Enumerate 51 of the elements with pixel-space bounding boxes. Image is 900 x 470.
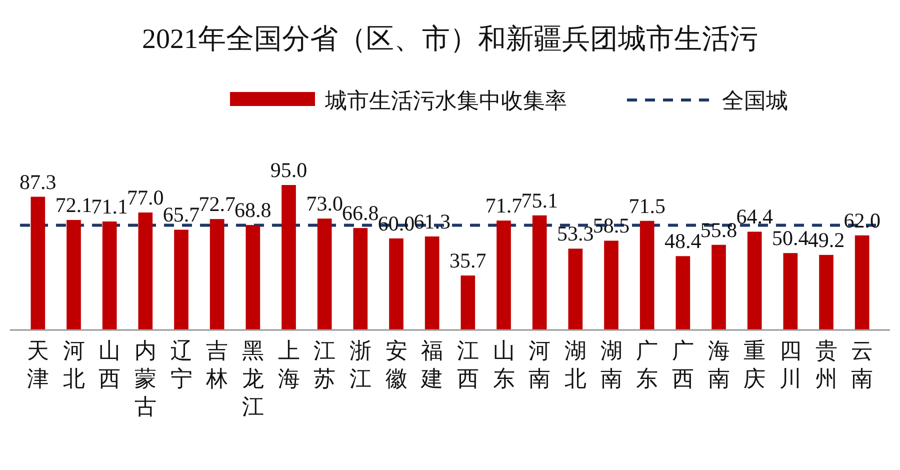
x-tick-label: 山东: [492, 338, 515, 391]
data-label: 95.0: [270, 158, 308, 182]
data-label: 71.1: [91, 194, 128, 218]
data-label: 49.2: [808, 228, 845, 252]
data-label: 75.1: [521, 188, 558, 212]
x-tick-label: 贵州: [815, 338, 838, 391]
data-label: 65.7: [162, 202, 200, 227]
data-label: 71.5: [628, 194, 666, 218]
chart-title: 2021年全国分省（区、市）和新疆兵团城市生活污: [142, 24, 758, 55]
x-tick-label: 云南: [851, 338, 874, 391]
data-label: 64.4: [736, 204, 774, 229]
data-label: 53.3: [557, 222, 594, 246]
data-label: 87.3: [20, 170, 56, 194]
data-label: 72.7: [198, 192, 236, 216]
legend-label: 全国城: [722, 88, 788, 113]
data-label: 66.8: [342, 201, 379, 226]
x-tick-label: 黑龙江: [242, 338, 264, 419]
data-label: 72.1: [55, 192, 92, 217]
x-tick-label: 江苏: [314, 338, 336, 391]
x-tick-label: 海南: [708, 338, 730, 391]
x-tick-label: 广西: [672, 338, 694, 391]
data-label: 68.8: [234, 198, 272, 222]
x-tick-label: 天津: [26, 338, 49, 391]
x-tick-label: 湖北: [564, 338, 586, 391]
x-tick-label: 重庆: [744, 338, 766, 391]
x-tick-label: 广东: [636, 338, 658, 391]
x-tick-label: 河南: [528, 338, 551, 391]
x-tick-label: 河北: [62, 338, 85, 391]
legend-label: 城市生活污水集中收集率: [324, 88, 567, 113]
data-label: 55.8: [700, 218, 738, 242]
data-label: 77.0: [127, 185, 164, 210]
data-label: 61.3: [414, 209, 450, 234]
x-tick-label: 辽宁: [170, 338, 192, 391]
data-label: 73.0: [306, 192, 343, 216]
x-tick-label: 吉林: [205, 338, 228, 391]
x-tick-label: 福建: [420, 338, 444, 391]
x-tick-label: 安徽: [385, 338, 408, 391]
x-tick-label: 四川: [779, 338, 802, 391]
x-tick-label: 内蒙古: [134, 338, 156, 419]
data-label: 48.4: [664, 229, 702, 254]
data-label: 58.5: [592, 214, 630, 238]
data-label: 35.7: [450, 248, 486, 273]
x-tick-label: 江西: [456, 338, 479, 391]
data-label: 50.4: [772, 226, 810, 250]
x-tick-label: 浙江: [349, 338, 372, 391]
data-label: 60.0: [378, 211, 415, 236]
data-label: 71.7: [485, 194, 522, 218]
x-tick-label: 山西: [98, 338, 121, 391]
data-label: 62.0: [844, 208, 880, 232]
x-tick-label: 湖南: [600, 338, 622, 391]
x-tick-label: 上海: [278, 338, 300, 391]
